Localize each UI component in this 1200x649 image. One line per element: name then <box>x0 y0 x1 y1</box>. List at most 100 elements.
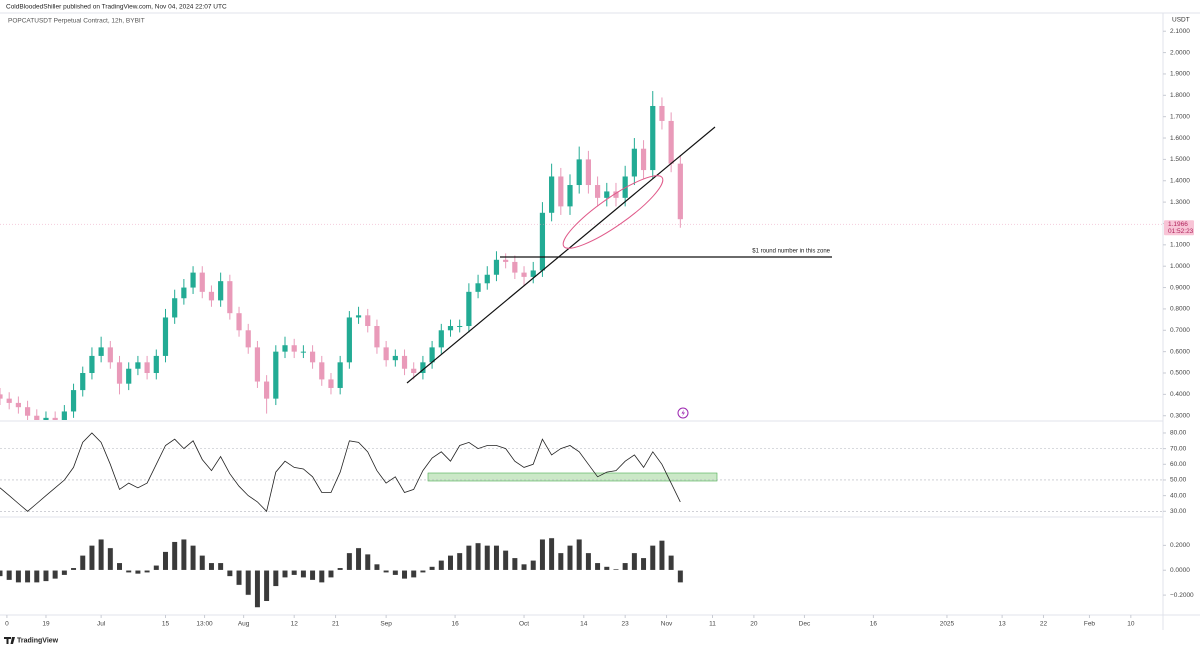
x-tick-label: 12 <box>291 621 299 628</box>
candle-body <box>52 417 58 420</box>
candle-body <box>539 212 546 271</box>
last-price: 1.1966 <box>1168 221 1188 228</box>
histogram-bar <box>42 569 50 582</box>
x-tick-label: 23 <box>622 621 630 628</box>
candle-body <box>512 261 518 273</box>
x-tick-label: Sep <box>380 621 392 628</box>
y-tick-label: 0.3000 <box>1170 412 1190 419</box>
histogram-bar <box>199 555 206 571</box>
candle-body <box>438 330 444 348</box>
histogram-bar <box>668 555 675 571</box>
candle-body <box>291 345 297 352</box>
histogram-bar <box>511 557 518 571</box>
candle-body <box>34 415 40 420</box>
candle-body <box>420 362 426 374</box>
histogram-bar <box>566 545 574 571</box>
price-pane <box>0 91 1163 420</box>
x-tick-label: Aug <box>238 621 250 628</box>
histogram-bar <box>649 545 656 571</box>
candle-body <box>337 362 343 388</box>
histogram-bar <box>217 562 224 571</box>
histogram-bar <box>337 567 344 571</box>
x-tick-label: 13 <box>998 621 1006 628</box>
candle-body <box>218 281 224 301</box>
histogram-bar <box>263 569 270 602</box>
event-icon-bolt <box>681 409 685 417</box>
candle-body <box>107 347 113 363</box>
logo-mark <box>4 637 15 644</box>
histogram-bar <box>88 545 96 571</box>
candle-body <box>70 390 77 412</box>
candle-body <box>567 185 573 207</box>
y-tick-label: 1.6000 <box>1170 135 1190 142</box>
candle-body <box>594 185 601 198</box>
candle-body <box>604 191 610 198</box>
trendline <box>406 126 716 384</box>
histogram-bar <box>585 552 592 571</box>
histogram-bar <box>383 569 390 574</box>
histogram-bar <box>162 551 169 571</box>
x-tick-label: 10 <box>1127 621 1135 628</box>
histogram-bar <box>15 569 22 583</box>
y-tick-label: 1.0000 <box>1170 263 1190 270</box>
histogram-bar <box>0 569 4 577</box>
candle-body <box>521 272 527 277</box>
histogram-bar <box>429 566 436 571</box>
axes: 0 19 Jul 15 13:00 Aug 12 21 Sep 16 Oct 14 23 Nov 11 20 D… <box>5 28 1194 628</box>
candle-body <box>153 355 159 374</box>
histogram-bar <box>447 555 454 571</box>
histogram-bar <box>456 552 463 571</box>
histogram-bar <box>548 537 555 571</box>
candle-body <box>447 326 454 331</box>
y-tick-label: 1.4000 <box>1170 177 1190 184</box>
logo: TradingView <box>17 637 59 644</box>
histogram-bar <box>612 568 620 571</box>
highlight-ellipse <box>562 175 664 249</box>
x-tick-label: 16 <box>870 621 878 628</box>
y-tick-label: 0.4000 <box>1170 391 1190 398</box>
histogram-bar <box>622 562 629 571</box>
line-annotation: $1 round number in this zone <box>752 249 830 255</box>
histogram-bar <box>281 569 289 578</box>
candle-body <box>181 287 187 299</box>
candle-body <box>80 373 86 391</box>
x-tick-label: 19 <box>42 621 50 628</box>
candle-body <box>401 355 408 369</box>
histogram-bar <box>557 552 564 571</box>
histogram-bar <box>70 567 77 571</box>
candle-body <box>89 355 95 374</box>
candle-body <box>24 407 31 416</box>
candle-body <box>346 317 352 363</box>
y-tick-label: 0.7000 <box>1170 327 1190 334</box>
histogram-bar <box>189 545 197 571</box>
y-tick-label: 30.00 <box>1170 508 1187 515</box>
candle-body <box>319 362 325 380</box>
histogram-bar <box>401 569 408 580</box>
histogram-bar <box>576 538 583 571</box>
x-tick-label: 0 <box>5 621 9 628</box>
candle-body <box>677 163 683 220</box>
candle-body <box>659 105 665 121</box>
candle-body <box>650 105 656 171</box>
histogram-bar <box>327 569 335 578</box>
candle-body <box>631 148 637 177</box>
y-tick-label: 0.0000 <box>1170 567 1190 574</box>
histogram-bar <box>318 569 325 583</box>
histogram-bar <box>364 553 371 571</box>
y-tick-label: 1.7000 <box>1170 113 1190 120</box>
y-tick-label: 1.9000 <box>1170 71 1190 78</box>
x-tick-label: 20 <box>750 621 758 628</box>
y-tick-label: 40.00 <box>1170 492 1187 499</box>
candle-body <box>172 298 178 318</box>
histogram-bar <box>153 564 160 571</box>
candle-body <box>190 272 196 288</box>
candle-body <box>15 402 21 408</box>
histogram-bar <box>594 562 601 571</box>
candle-body <box>162 317 169 356</box>
candle-body <box>355 315 362 318</box>
candle-body <box>328 379 334 388</box>
candle-body <box>493 259 500 275</box>
histogram-bar <box>373 563 381 571</box>
candle-body <box>374 326 380 348</box>
